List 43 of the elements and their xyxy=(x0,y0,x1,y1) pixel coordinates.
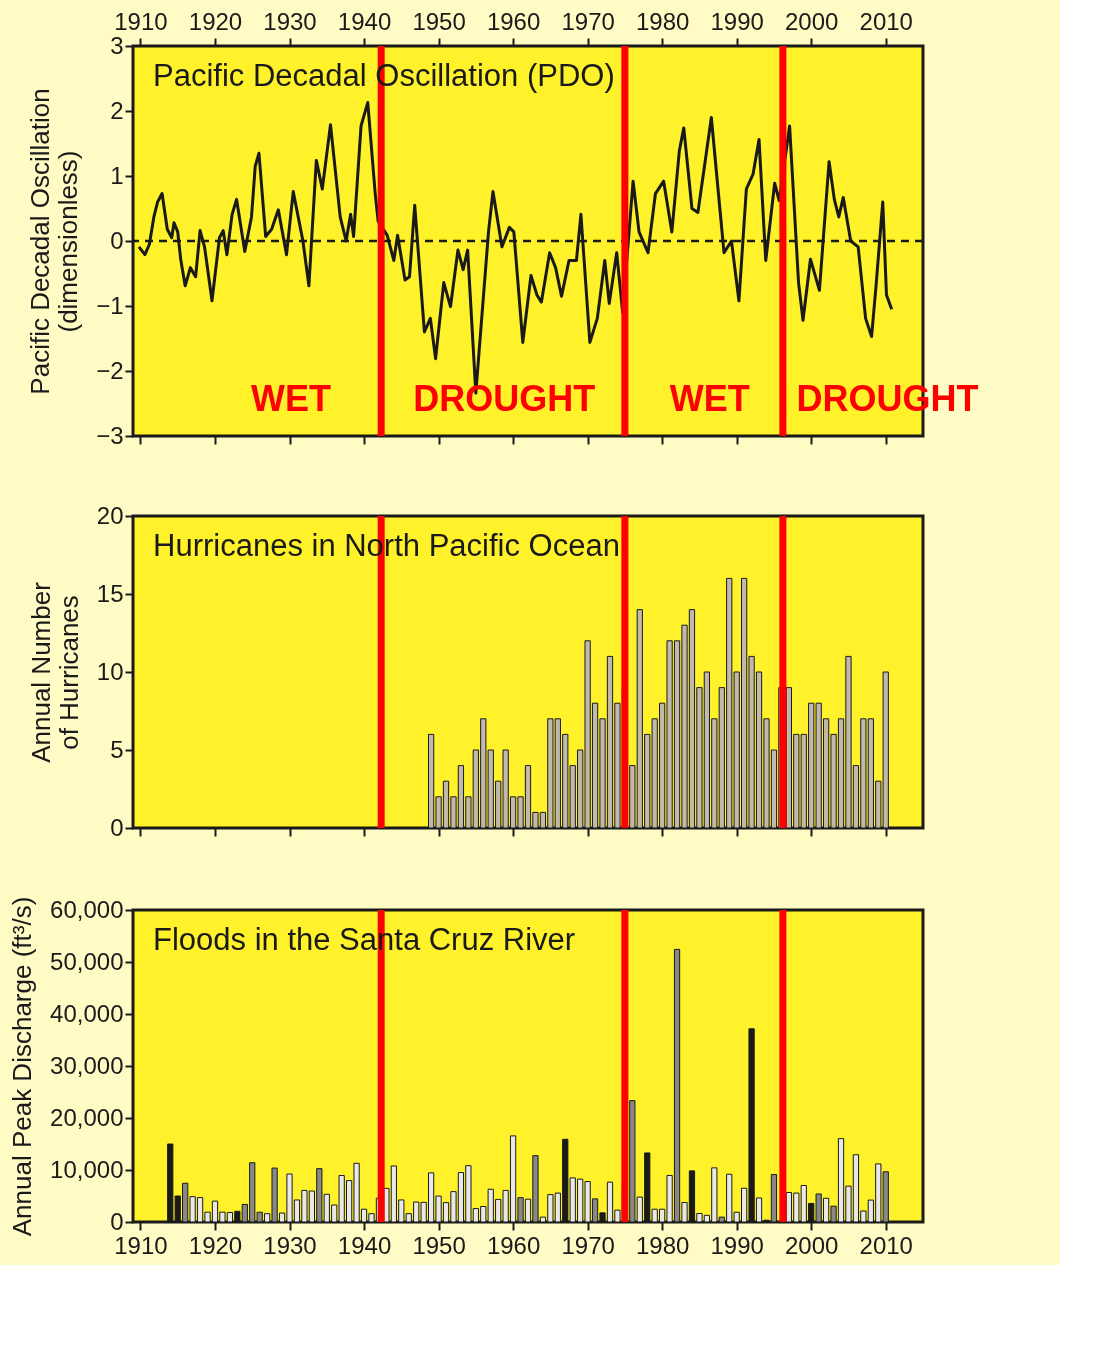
y-tick-label: 5 xyxy=(110,735,124,763)
x2-tick-label: 2000 xyxy=(785,7,839,35)
y-tick-label: 0 xyxy=(110,813,124,841)
y-tick-label: −2 xyxy=(96,356,124,384)
x-tick-label: 1930 xyxy=(263,1231,317,1259)
y-axis-title: Pacific Decadal Oscillation (dimensionless) xyxy=(25,88,84,395)
y-tick-label: 10 xyxy=(96,657,124,685)
x-tick-label: 1990 xyxy=(710,1231,764,1259)
y-tick-label: 20,000 xyxy=(50,1103,124,1131)
y-tick-label: 50,000 xyxy=(50,947,124,975)
x2-tick-label: 1970 xyxy=(561,7,615,35)
y-tick-label: 60,000 xyxy=(50,895,124,923)
x-tick-label: 2000 xyxy=(785,1231,839,1259)
x-tick-label: 1920 xyxy=(188,1231,243,1259)
annotation: DROUGHT xyxy=(413,378,596,419)
x-tick-label: 1960 xyxy=(486,1231,541,1259)
x2-tick-label: 2010 xyxy=(859,7,913,35)
x-tick-label: 1950 xyxy=(412,1231,466,1259)
y-tick-label: −1 xyxy=(96,291,124,319)
y-tick-label: 1 xyxy=(110,161,124,189)
y-tick-label: −3 xyxy=(96,421,124,449)
y-tick-label: 40,000 xyxy=(50,999,124,1027)
x-tick-label: 1980 xyxy=(635,1231,690,1259)
y-tick-label: 30,000 xyxy=(50,1051,124,1079)
x2-tick-label: 1960 xyxy=(486,7,541,35)
x-tick-label: 2010 xyxy=(859,1231,913,1259)
y-tick-label: 10,000 xyxy=(50,1155,124,1183)
y-tick-label: 0 xyxy=(110,226,124,254)
y-axis-title: Annual Number of Hurricanes xyxy=(25,581,84,763)
y-tick-label: 15 xyxy=(96,579,124,607)
y-tick-label: 20 xyxy=(96,501,124,529)
x-tick-label: 1970 xyxy=(561,1231,615,1259)
x2-tick-label: 1920 xyxy=(188,7,243,35)
x2-tick-label: 1980 xyxy=(635,7,690,35)
x2-tick-label: 1930 xyxy=(263,7,317,35)
annotation: WET xyxy=(251,378,331,419)
x-tick-label: 1940 xyxy=(337,1231,392,1259)
x2-tick-label: 1990 xyxy=(710,7,764,35)
annotation: WET xyxy=(669,378,750,419)
y-axis-title: Annual Peak Discharge (ft³/s) xyxy=(7,896,38,1237)
y-tick-label: 2 xyxy=(110,96,124,124)
x2-tick-label: 1940 xyxy=(337,7,392,35)
x2-tick-label: 1950 xyxy=(412,7,466,35)
